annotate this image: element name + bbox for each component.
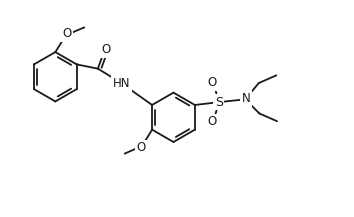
Text: N: N (241, 92, 250, 105)
Text: O: O (102, 43, 111, 56)
Text: O: O (208, 115, 217, 128)
Text: HN: HN (113, 77, 130, 90)
Text: S: S (215, 96, 223, 109)
Text: O: O (62, 27, 71, 40)
Text: O: O (136, 141, 145, 155)
Text: O: O (208, 76, 217, 89)
